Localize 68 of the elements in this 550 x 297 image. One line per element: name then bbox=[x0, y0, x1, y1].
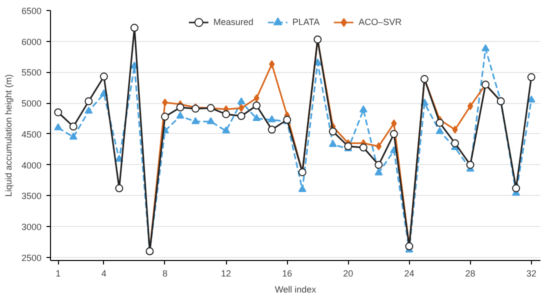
point bbox=[237, 112, 246, 120]
point bbox=[115, 184, 124, 192]
point bbox=[254, 94, 260, 102]
point bbox=[100, 72, 108, 81]
point bbox=[527, 73, 536, 82]
point bbox=[54, 123, 62, 130]
y-tick-label: 6500 bbox=[21, 6, 42, 16]
point bbox=[482, 44, 490, 52]
x-tick-label: 1 bbox=[56, 268, 61, 278]
point bbox=[160, 112, 169, 121]
point bbox=[451, 139, 460, 148]
y-tick-label: 5500 bbox=[21, 68, 42, 78]
legend-label: ACO–SVR bbox=[358, 17, 402, 27]
point bbox=[69, 122, 78, 131]
point bbox=[252, 114, 261, 122]
x-axis-title: Well index bbox=[274, 284, 317, 294]
x-tick-label: 32 bbox=[526, 268, 536, 278]
legend-label: PLATA bbox=[292, 17, 320, 27]
x-tick-label: 20 bbox=[343, 268, 354, 278]
point bbox=[269, 60, 275, 68]
y-axis-title: Liquid accumulation height (m) bbox=[3, 74, 14, 197]
point bbox=[192, 117, 200, 124]
point bbox=[238, 104, 244, 112]
point bbox=[237, 97, 246, 104]
y-tick-label: 2500 bbox=[21, 252, 42, 263]
point bbox=[374, 160, 383, 169]
point bbox=[328, 140, 337, 147]
point bbox=[452, 126, 458, 134]
point bbox=[466, 160, 474, 169]
point bbox=[222, 110, 230, 118]
point bbox=[390, 130, 398, 138]
y-tick-label: 6000 bbox=[21, 36, 42, 47]
point bbox=[436, 126, 444, 134]
x-tick-label: 24 bbox=[404, 268, 414, 278]
y-tick-label: 4500 bbox=[21, 129, 42, 140]
point bbox=[222, 126, 230, 134]
point bbox=[84, 97, 93, 106]
point bbox=[252, 102, 261, 110]
x-tick-label: 28 bbox=[465, 268, 476, 278]
point bbox=[436, 118, 444, 127]
x-tick-label: 4 bbox=[101, 268, 106, 278]
point bbox=[130, 24, 138, 32]
point bbox=[268, 126, 276, 134]
point bbox=[162, 98, 168, 106]
y-tick-label: 3000 bbox=[21, 222, 42, 232]
point bbox=[467, 102, 474, 110]
point bbox=[328, 127, 337, 136]
point bbox=[391, 119, 397, 128]
point bbox=[84, 106, 93, 114]
x-tick-label: 8 bbox=[162, 268, 168, 278]
y-tick-label: 4000 bbox=[21, 160, 42, 170]
point bbox=[512, 184, 520, 192]
x-tick-label: 12 bbox=[221, 268, 232, 278]
legend-label: Measured bbox=[213, 17, 254, 27]
point bbox=[359, 144, 368, 152]
point bbox=[374, 168, 383, 176]
x-tick-label: 16 bbox=[282, 268, 292, 278]
point bbox=[268, 115, 276, 122]
y-tick-label: 5000 bbox=[21, 98, 42, 109]
point bbox=[54, 108, 62, 116]
point bbox=[359, 105, 368, 112]
y-tick-label: 3500 bbox=[21, 191, 42, 202]
point bbox=[176, 112, 184, 119]
point bbox=[69, 132, 78, 140]
point bbox=[298, 184, 306, 192]
point bbox=[376, 142, 382, 150]
point bbox=[206, 117, 215, 124]
point bbox=[176, 103, 184, 112]
